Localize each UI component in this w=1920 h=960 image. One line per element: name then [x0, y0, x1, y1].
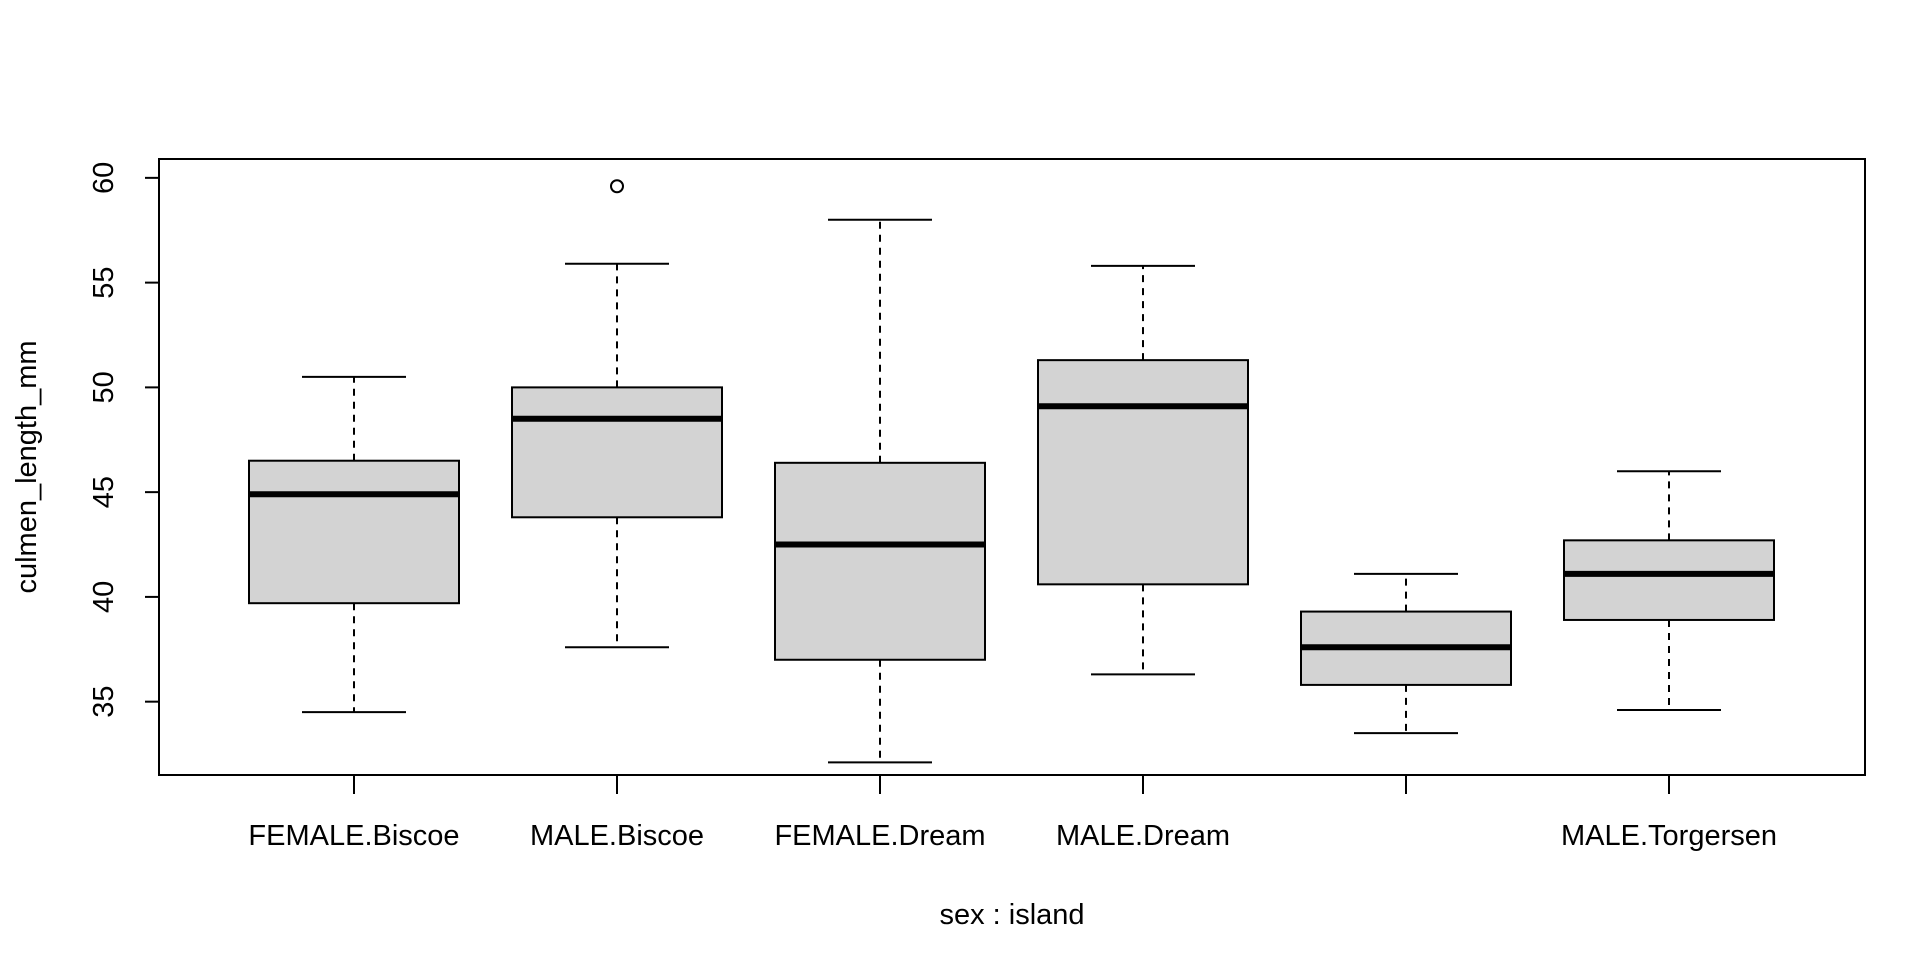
plot-frame — [158, 158, 1866, 776]
x-tick-label: MALE.Biscoe — [530, 820, 704, 852]
x-tick-label: MALE.Torgersen — [1561, 820, 1777, 852]
y-tick-label: 55 — [88, 266, 120, 298]
y-tick-label: 45 — [88, 476, 120, 508]
iqr-box — [774, 461, 986, 661]
box-group — [1300, 572, 1512, 735]
y-tick-label: 50 — [88, 371, 120, 403]
y-tick-label: 40 — [88, 581, 120, 613]
x-tick-label: FEMALE.Dream — [774, 820, 985, 852]
boxes-layer — [248, 179, 1775, 764]
iqr-box — [1563, 539, 1775, 621]
x-axis-title: sex : island — [939, 899, 1084, 931]
iqr-box — [511, 386, 723, 519]
y-tick-label: 35 — [88, 686, 120, 718]
box-group — [774, 218, 986, 764]
iqr-box — [1037, 359, 1249, 586]
y-axis-title: culmen_length_mm — [11, 340, 43, 593]
box-group — [248, 375, 460, 714]
iqr-box — [248, 459, 460, 605]
x-tick-label: MALE.Dream — [1056, 820, 1230, 852]
box-group — [1563, 470, 1775, 712]
box-group — [1037, 264, 1249, 676]
outlier-point — [610, 179, 624, 194]
box-group — [511, 179, 723, 649]
x-tick-label: FEMALE.Biscoe — [248, 820, 459, 852]
x-axis: FEMALE.Biscoe MALE.Biscoe FEMALE.Dream MALE… — [248, 775, 1777, 852]
y-axis: 35 40 45 50 55 60 — [88, 162, 159, 718]
y-tick-label: 60 — [88, 162, 120, 194]
